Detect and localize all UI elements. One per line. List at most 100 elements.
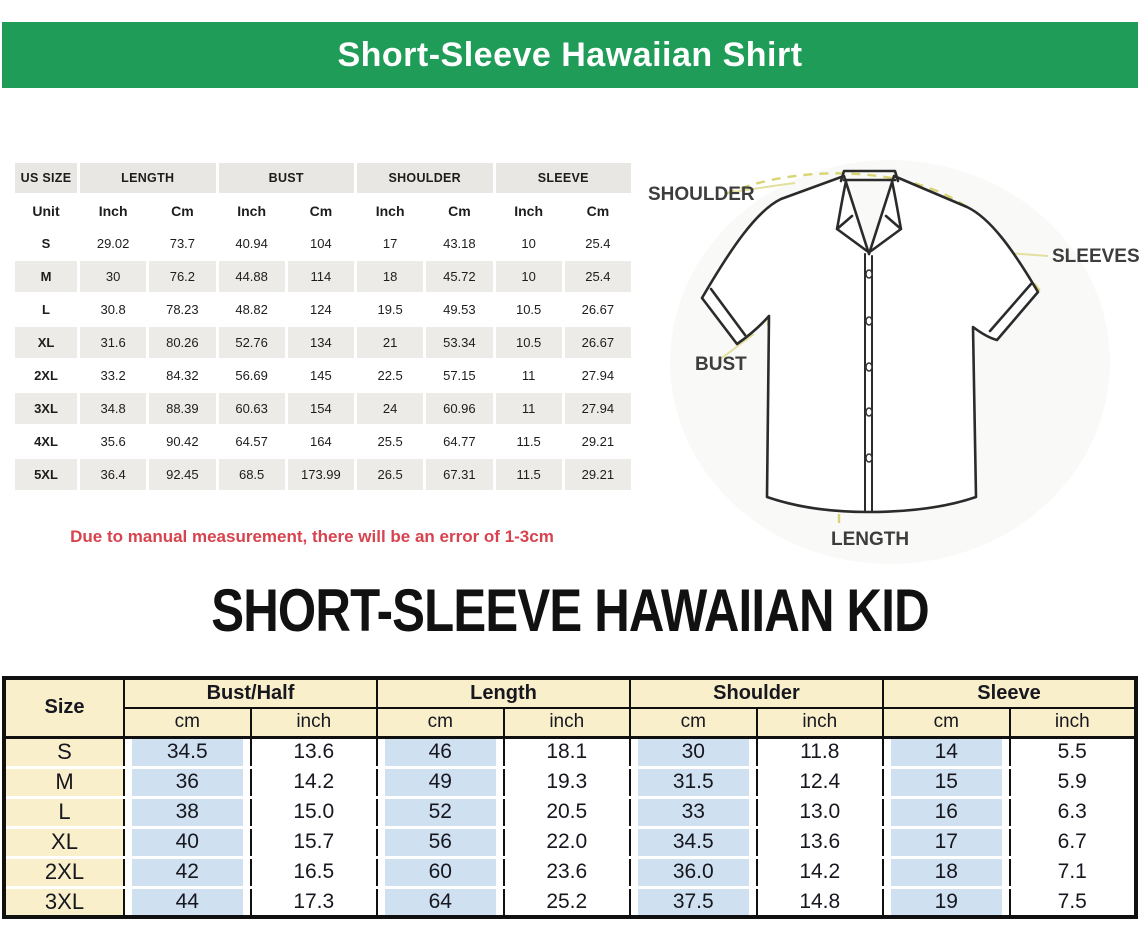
table-cell: 14 (882, 735, 1011, 767)
table-cell: 26.67 (564, 327, 631, 358)
unit-cell-inch: inch (502, 707, 631, 738)
table-cell: 12.4 (755, 765, 884, 797)
table-cell: 45.72 (426, 261, 493, 292)
table-cell: 13.6 (755, 825, 884, 857)
table-cell: 11.5 (495, 459, 562, 490)
table-cell: 76.2 (149, 261, 216, 292)
table-cell: 10 (495, 228, 562, 259)
table-cell: 52 (376, 795, 505, 827)
kid-row-2XL: 2XL 42 16.5 60 23.6 36.0 14.2 18 7.1 (3, 855, 1137, 887)
unit-cell-cm: cm (629, 707, 758, 738)
table-cell: 52.76 (218, 327, 285, 358)
table-cell: 14.8 (755, 885, 884, 917)
table-cell: 15 (882, 765, 1011, 797)
table-cell: 25.4 (564, 261, 631, 292)
col-header-shoulder: Shoulder (629, 677, 884, 709)
table-cell: 26.67 (564, 294, 631, 325)
size-label: 5XL (15, 459, 77, 490)
button-icon (865, 407, 873, 417)
table-cell: 17 (357, 228, 424, 259)
table-cell: 68.5 (218, 459, 285, 490)
size-label: S (3, 735, 125, 767)
table-cell: 124 (287, 294, 354, 325)
adult-header-row: US SIZE LENGTH BUST SHOULDER SLEEVE (15, 163, 631, 193)
table-cell: 14.2 (249, 765, 378, 797)
table-cell: 6.3 (1008, 795, 1137, 827)
kid-row-3XL: 3XL 44 17.3 64 25.2 37.5 14.8 19 7.5 (3, 885, 1137, 917)
table-cell: 22.5 (357, 360, 424, 391)
size-label: S (15, 228, 77, 259)
table-cell: 46 (376, 735, 505, 767)
table-cell: 19.5 (357, 294, 424, 325)
bust-label: BUST (695, 354, 747, 375)
table-cell: 33 (629, 795, 758, 827)
button-placket (864, 253, 873, 512)
size-label: L (15, 294, 77, 325)
unit-cell: Cm (564, 195, 631, 226)
table-cell: 67.31 (426, 459, 493, 490)
table-cell: 164 (287, 426, 354, 457)
table-cell: 80.26 (149, 327, 216, 358)
length-label: LENGTH (831, 529, 909, 550)
table-cell: 34.5 (123, 735, 252, 767)
table-cell: 29.21 (564, 426, 631, 457)
table-cell: 11 (495, 393, 562, 424)
kid-row-XL: XL 40 15.7 56 22.0 34.5 13.6 17 6.7 (3, 825, 1137, 857)
table-cell: 37.5 (629, 885, 758, 917)
table-cell: 16.5 (249, 855, 378, 887)
size-label: 2XL (15, 360, 77, 391)
table-cell: 10.5 (495, 327, 562, 358)
table-cell: 11.8 (755, 735, 884, 767)
table-cell: 48.82 (218, 294, 285, 325)
shirt-body (700, 174, 1040, 514)
size-label: 3XL (3, 885, 125, 917)
table-cell: 6.7 (1008, 825, 1137, 857)
unit-cell: Cm (149, 195, 216, 226)
table-cell: 10 (495, 261, 562, 292)
table-cell: 14.2 (755, 855, 884, 887)
unit-cell-inch: inch (755, 707, 884, 738)
shoulder-label: SHOULDER (648, 184, 755, 205)
kid-unit-row: cm inch cm inch cm inch cm inch (4, 707, 1137, 738)
table-cell: 25.5 (357, 426, 424, 457)
table-cell: 11 (495, 360, 562, 391)
unit-cell: Inch (357, 195, 424, 226)
shirt-measurement-diagram: SHOULDER SLEEVES BUST LENGTH (640, 150, 1140, 570)
col-header-bust: BUST (218, 163, 354, 193)
table-cell: 34.8 (80, 393, 147, 424)
button-icon (865, 269, 873, 279)
table-cell: 27.94 (564, 393, 631, 424)
size-label: L (3, 795, 125, 827)
col-header-size: Size (3, 677, 125, 738)
col-header-us-size: US SIZE (15, 163, 77, 193)
size-label: XL (15, 327, 77, 358)
table-cell: 18.1 (502, 735, 631, 767)
kid-section-title: SHORT-SLEEVE HAWAIIAN KID (211, 577, 929, 644)
table-cell: 42 (123, 855, 252, 887)
size-label: M (15, 261, 77, 292)
table-cell: 43.18 (426, 228, 493, 259)
table-cell: 57.15 (426, 360, 493, 391)
table-cell: 15.7 (249, 825, 378, 857)
buttons (865, 269, 873, 463)
table-cell: 60.63 (218, 393, 285, 424)
adult-row-M: M 30 76.2 44.88 114 18 45.72 10 25.4 (15, 261, 631, 292)
banner: Short-Sleeve Hawaiian Shirt (2, 22, 1138, 88)
right-lapel (869, 179, 903, 253)
left-cuff-band (709, 287, 747, 337)
table-cell: 21 (357, 327, 424, 358)
table-cell: 26.5 (357, 459, 424, 490)
kid-row-M: M 36 14.2 49 19.3 31.5 12.4 15 5.9 (3, 765, 1137, 797)
shirt-diagram-svg: SHOULDER SLEEVES BUST LENGTH (648, 160, 1140, 564)
table-cell: 20.5 (502, 795, 631, 827)
right-cuff-band (988, 282, 1033, 333)
button-icon (865, 316, 873, 326)
kid-size-table: Size Bust/Half Length Shoulder Sleeve cm inch c… (2, 676, 1138, 919)
table-cell: 7.5 (1008, 885, 1137, 917)
table-cell: 36 (123, 765, 252, 797)
col-header-length: LENGTH (80, 163, 216, 193)
table-cell: 40 (123, 825, 252, 857)
col-header-bust-half: Bust/Half (123, 677, 378, 709)
unit-row-label: Unit (15, 195, 77, 226)
